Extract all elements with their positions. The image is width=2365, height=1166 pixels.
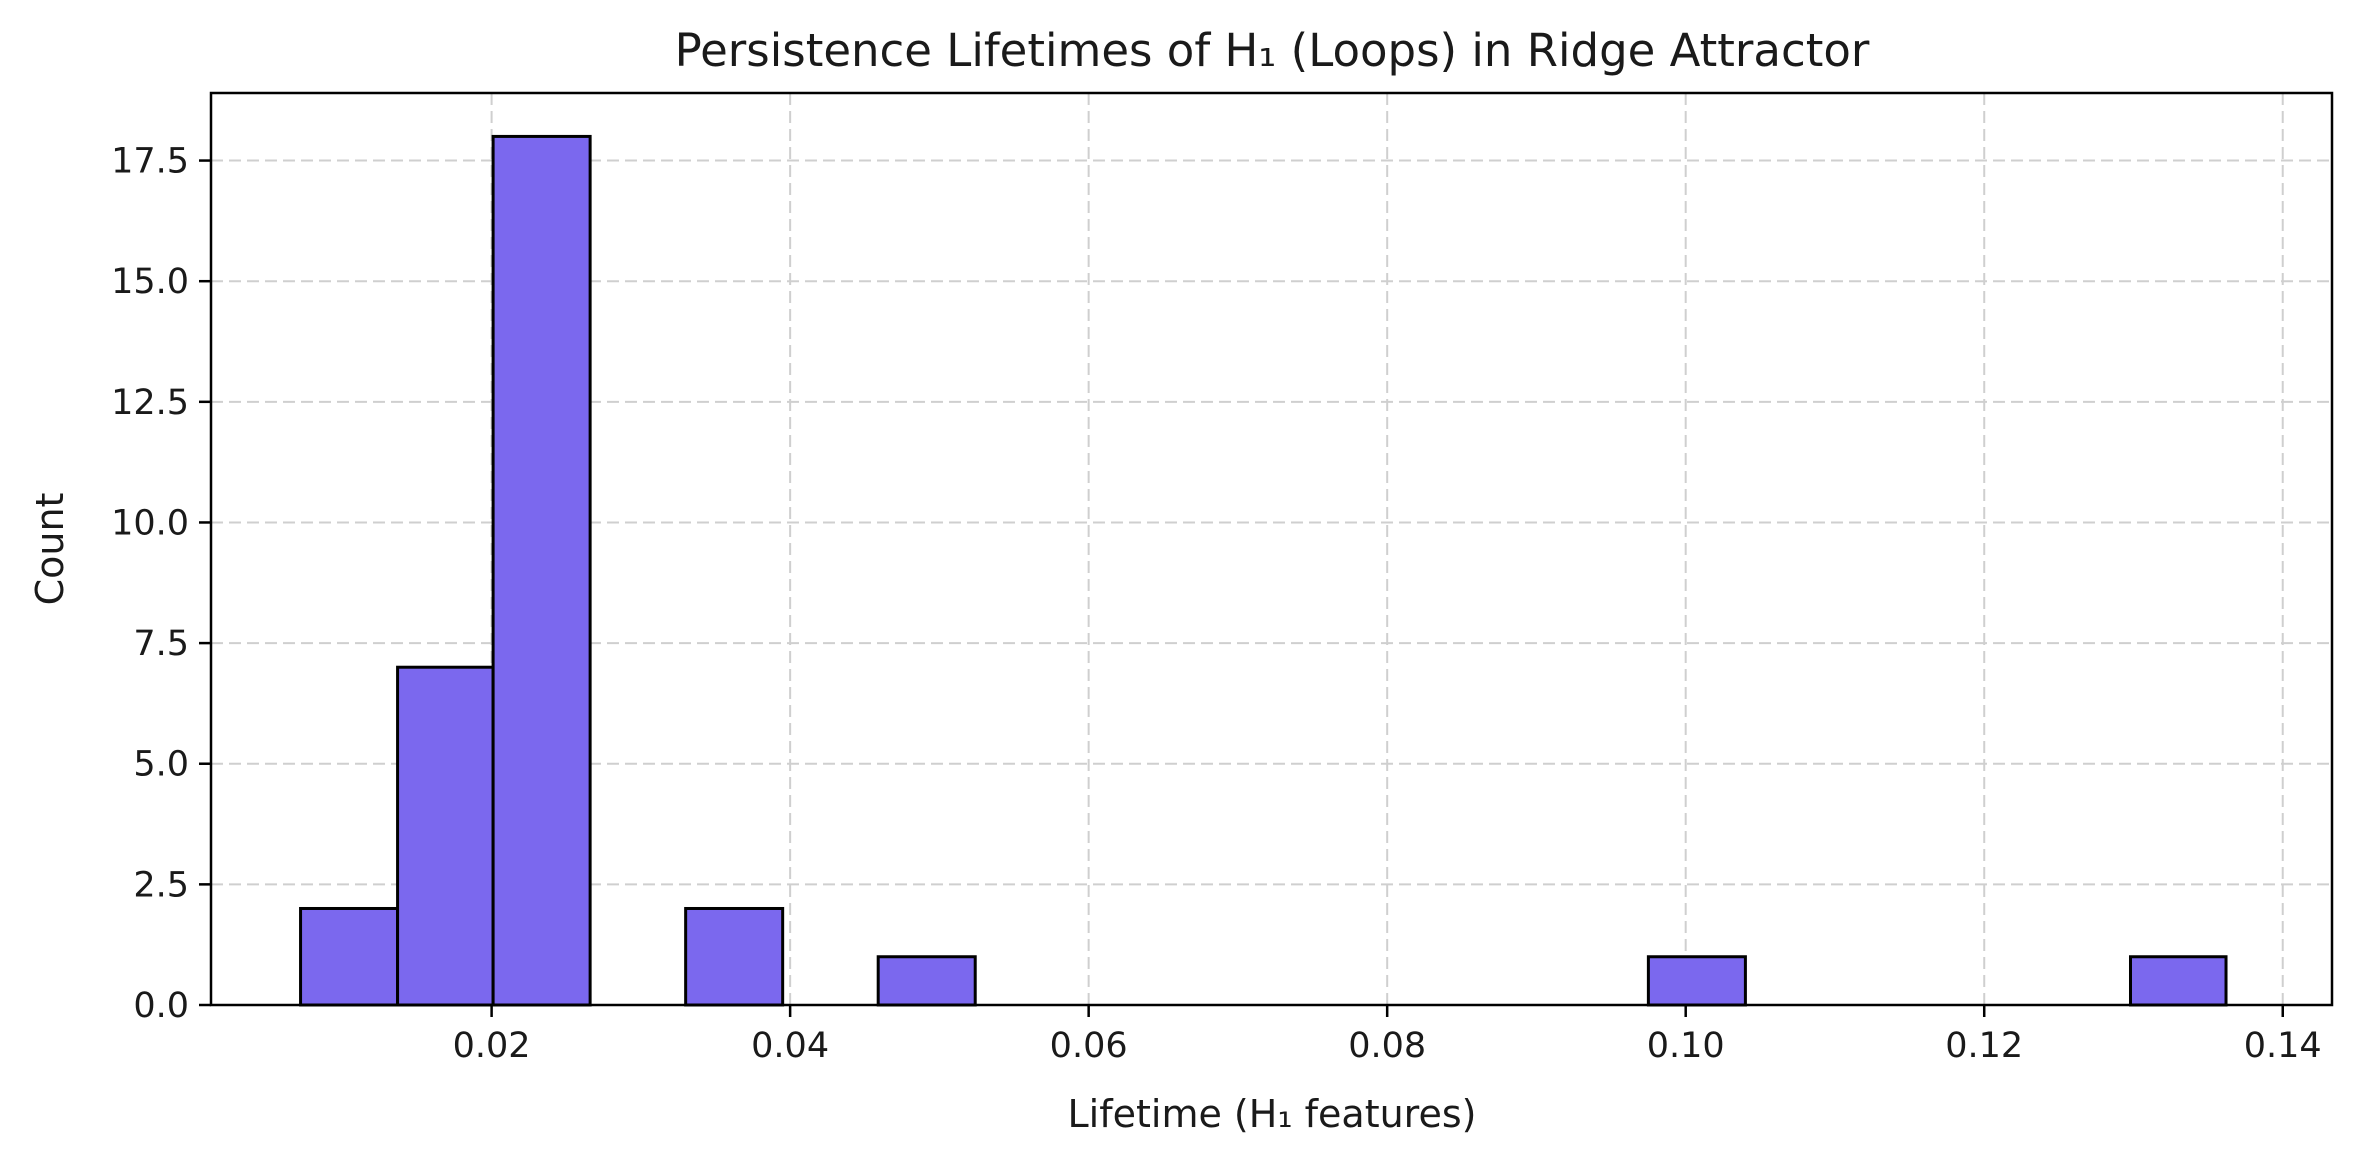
y-tick-label: 0.0 <box>133 986 189 1026</box>
histogram-bar <box>1646 955 1747 1007</box>
histogram-bar <box>684 906 785 1007</box>
x-tick-label: 0.08 <box>1348 1026 1426 1066</box>
y-tick-label: 10.0 <box>111 503 189 543</box>
y-tick-label: 2.5 <box>133 865 189 905</box>
x-tick-label: 0.04 <box>751 1026 829 1066</box>
x-axis-label: Lifetime (H₁ features) <box>1068 1092 1477 1136</box>
histogram-bar <box>491 134 592 1007</box>
y-axis-label: Count <box>28 493 72 606</box>
histogram-bar <box>396 665 495 1007</box>
histogram-bar <box>299 906 400 1007</box>
bars-layer <box>299 134 2228 1007</box>
y-tick-label: 7.5 <box>133 624 189 664</box>
x-tick-label: 0.02 <box>453 1026 531 1066</box>
histogram-bar <box>876 955 977 1007</box>
x-tick-label: 0.06 <box>1050 1026 1128 1066</box>
x-tick-label: 0.10 <box>1647 1026 1725 1066</box>
axes-frame <box>209 91 2334 1007</box>
x-tick-label: 0.14 <box>2244 1026 2322 1066</box>
y-tick-label: 17.5 <box>111 142 189 182</box>
y-tick-label: 12.5 <box>111 383 189 423</box>
y-tick-label: 5.0 <box>133 745 189 785</box>
x-tick-label: 0.12 <box>1945 1026 2023 1066</box>
histogram-bar <box>2128 955 2228 1007</box>
y-tick-label: 15.0 <box>111 262 189 302</box>
chart-title: Persistence Lifetimes of H₁ (Loops) in R… <box>675 24 1870 77</box>
ticks-layer: 0.02 0.04 0.06 0.08 0.10 0.12 0.14 0.0 2.5 5.0 7.5… <box>111 142 2322 1066</box>
